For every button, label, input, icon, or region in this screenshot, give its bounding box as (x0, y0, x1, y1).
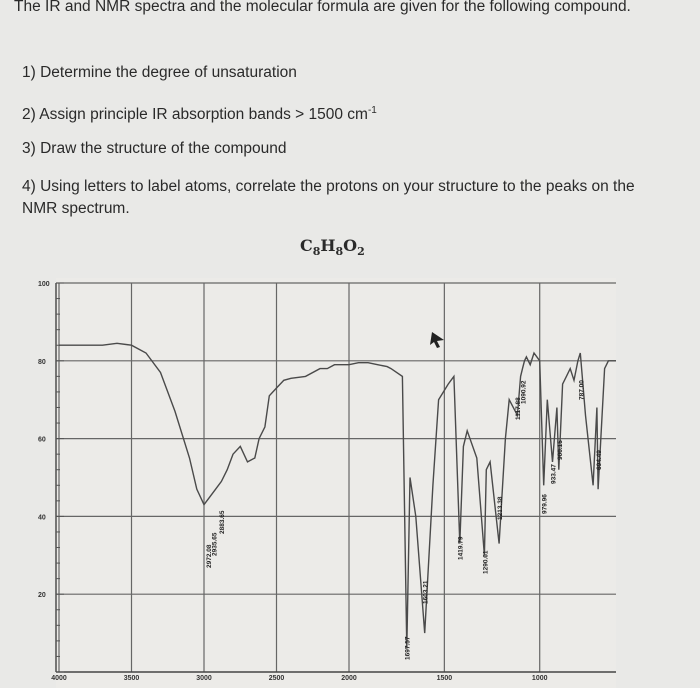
question-item-3: 3) Draw the structure of the compound (22, 138, 287, 160)
question-item-superscript: -1 (367, 105, 377, 116)
x-tick-label: 3000 (196, 675, 212, 682)
molecular-formula: C8H8O2 (300, 236, 365, 259)
cursor-arrow-icon (430, 332, 444, 348)
peak-label: 1419.79 (458, 536, 465, 560)
question-item-text: Using letters to label atoms, correlate … (22, 178, 635, 217)
peak-label: 2935.65 (211, 532, 218, 556)
question-item-text: Determine the degree of unsaturation (40, 64, 297, 81)
peak-label: 1603.21 (423, 580, 430, 604)
peak-label: 694.49 (596, 450, 603, 470)
question-item-2: 2) Assign principle IR absorption bands … (22, 100, 377, 126)
question-item-text: Draw the structure of the compound (40, 140, 287, 157)
x-tick-label: 1000 (532, 675, 548, 682)
peak-label: 933.47 (550, 464, 557, 484)
peak-label: 1697.57 (405, 636, 412, 660)
chart-paper (56, 278, 616, 688)
question-item-text: Assign principle IR absorption bands > 1… (39, 106, 368, 124)
peak-label: 2972.08 (206, 544, 213, 568)
x-tick-label: 4000 (51, 675, 67, 682)
question-item-4: 4) Using letters to label atoms, correla… (22, 176, 662, 220)
peak-label: 1117.88 (515, 397, 522, 420)
question-item-1: 1) Determine the degree of unsaturation (22, 62, 297, 84)
peak-label: 787.00 (578, 380, 585, 400)
question-item-number: 4) (22, 178, 36, 195)
ir-spectrum-trace (59, 342, 616, 649)
question-item-number: 1) (22, 64, 36, 81)
y-tick-label: 60 (38, 437, 46, 444)
peak-label: 1090.92 (520, 380, 527, 404)
x-tick-label: 2000 (341, 675, 357, 682)
x-tick-label: 1500 (437, 675, 453, 682)
question-intro: The IR and NMR spectra and the molecular… (14, 0, 631, 15)
question-item-number: 3) (22, 140, 36, 157)
y-tick-label: 100 (38, 281, 50, 288)
x-tick-label: 2500 (269, 675, 285, 682)
peak-label: 1213.38 (497, 496, 504, 520)
y-tick-label: 40 (38, 514, 46, 521)
peak-label: 2883.65 (219, 510, 226, 534)
peak-label: 900.15 (557, 440, 564, 460)
question-item-number: 2) (22, 106, 36, 124)
y-tick-label: 20 (38, 592, 46, 599)
peak-label: 979.96 (542, 494, 549, 514)
y-tick-label: 80 (38, 359, 46, 366)
x-tick-label: 3500 (124, 675, 140, 682)
peak-label: 1290.61 (482, 550, 489, 574)
